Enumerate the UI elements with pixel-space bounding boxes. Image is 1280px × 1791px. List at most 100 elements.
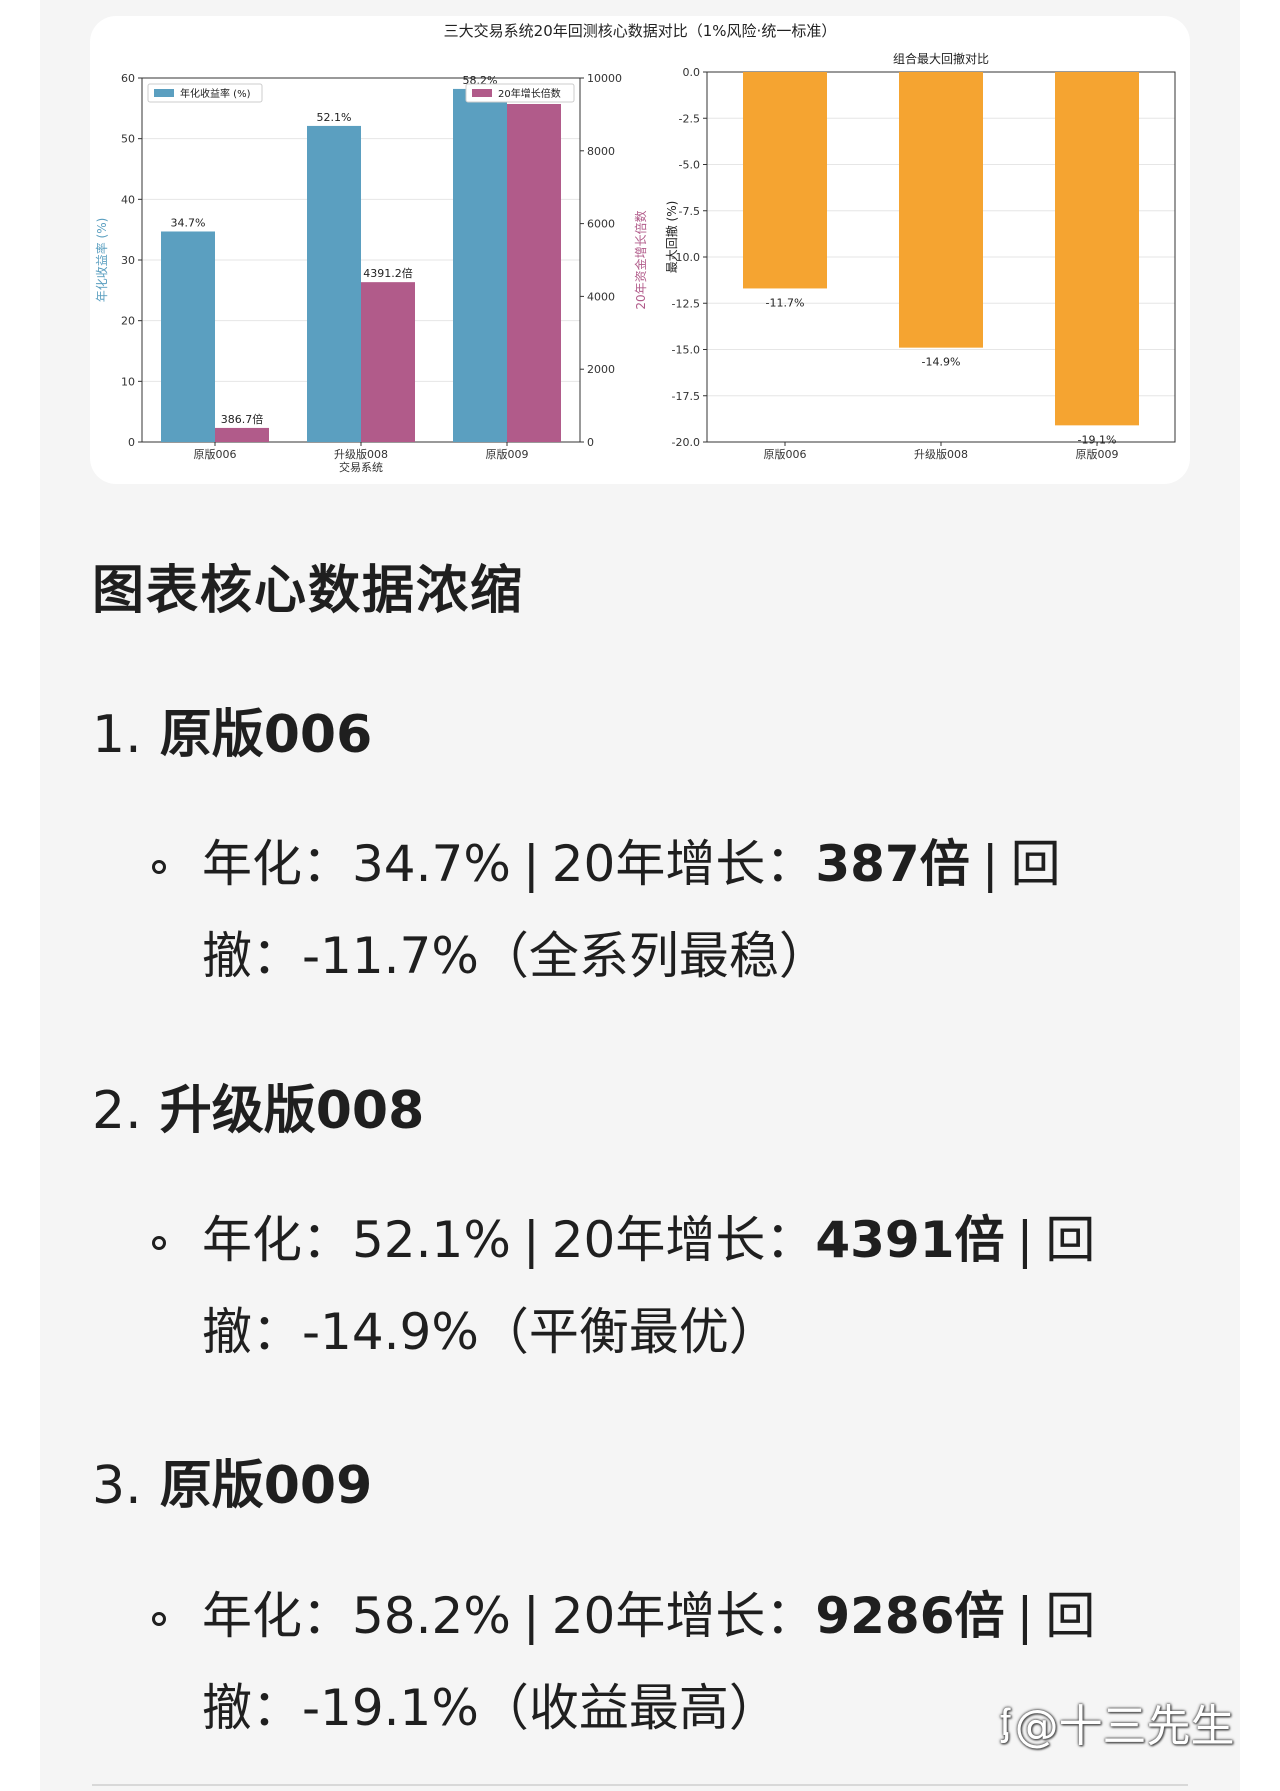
y-axis-label: 最大回撤 (%) — [664, 201, 679, 274]
drawdown-label: 回撤： — [202, 1587, 1096, 1737]
system-number: 1. — [92, 705, 142, 765]
y-tick-label: -7.5 — [679, 205, 700, 218]
separator: | — [1016, 1587, 1034, 1645]
y-tick-label: 20 — [121, 315, 135, 328]
drawdown-value: -19.1% — [302, 1679, 479, 1737]
data-label-growth: 4391.2倍 — [363, 266, 413, 280]
data-label-annual: 52.1% — [317, 111, 352, 124]
page-background: 三大交易系统20年回测核心数据对比（1%风险·统一标准） 0 10 20 30 40 50 6… — [40, 0, 1240, 1791]
y-tick-label: -20.0 — [672, 436, 700, 449]
bar-annual-return — [161, 231, 215, 442]
y-tick-label: -2.5 — [679, 112, 700, 125]
chart-card: 三大交易系统20年回测核心数据对比（1%风险·统一标准） 0 10 20 30 40 50 6… — [90, 16, 1190, 484]
subchart-title: 组合最大回撤对比 — [893, 51, 989, 66]
x-tick-label: 原版009 — [1076, 447, 1119, 461]
system-number: 2. — [92, 1081, 142, 1141]
separator: | — [522, 1211, 540, 1269]
separator: | — [522, 1587, 540, 1645]
system-note: （收益最高） — [478, 1679, 779, 1737]
system-title-3: 3. 原版009 — [92, 1443, 372, 1518]
x-axis-label: 交易系统 — [339, 460, 383, 474]
y-tick-label: 10 — [121, 375, 135, 388]
growth-label: 20年增长： — [551, 1211, 816, 1269]
legend-label-growth: 20年增长倍数 — [498, 87, 561, 100]
watermark: ᶂ @十三先生 — [1000, 1690, 1235, 1754]
annual-value: 52.1% — [352, 1211, 511, 1269]
annual-label: 年化： — [202, 1211, 352, 1269]
y-tick-label: 0 — [128, 436, 135, 449]
annual-label: 年化： — [202, 835, 352, 893]
x-tick-label: 升级版008 — [334, 447, 388, 461]
summary-heading: 图表核心数据浓缩 — [92, 561, 525, 621]
bar-annual-return — [307, 125, 361, 442]
system-note: （平衡最优） — [478, 1303, 779, 1361]
separator: | — [1016, 1211, 1034, 1269]
y-right-tick-label: 10000 — [587, 72, 622, 85]
bar-max-drawdown — [1055, 72, 1139, 426]
system-detail-text: 年化：52.1% | 20年增长：4391倍 | 回撤：-14.9%（平衡最优） — [202, 1194, 1202, 1378]
system-detail-text: 年化：58.2% | 20年增长：9286倍 | 回撤：-19.1%（收益最高） — [202, 1570, 1202, 1754]
y-tick-label: 30 — [121, 254, 135, 267]
bar-growth-multiple — [507, 103, 561, 443]
bar-annual-return — [453, 88, 507, 443]
y-right-axis-label: 20年资金增长倍数 — [633, 210, 648, 309]
y-tick-label: 0.0 — [683, 66, 701, 79]
bar-growth-multiple — [215, 427, 269, 442]
legend-box-right — [465, 83, 575, 103]
legend-box-left — [147, 83, 263, 103]
bar-max-drawdown — [743, 72, 827, 289]
chart-figure: 三大交易系统20年回测核心数据对比（1%风险·统一标准） 0 10 20 30 40 50 6… — [94, 22, 1176, 474]
x-tick-label: 原版006 — [764, 447, 807, 461]
legend-swatch-annual — [154, 89, 174, 97]
growth-label: 20年增长： — [551, 1587, 816, 1645]
growth-value: 9286倍 — [815, 1587, 1005, 1645]
chart-title: 三大交易系统20年回测核心数据对比（1%风险·统一标准） — [444, 22, 837, 40]
data-label-annual: 34.7% — [171, 216, 206, 229]
growth-value: 387倍 — [815, 835, 970, 893]
y-tick-label: -17.5 — [672, 390, 700, 403]
y-tick-label: -15.0 — [672, 344, 700, 357]
y-tick-label: -10.0 — [672, 251, 700, 264]
separator: | — [981, 835, 999, 893]
y-axis-label: 年化收益率 (%) — [94, 218, 109, 303]
bullet-circle-icon — [152, 1612, 166, 1626]
zhihu-logo-icon: ᶂ — [1000, 1699, 1011, 1744]
system-name: 升级版008 — [159, 1081, 425, 1141]
y-right-tick-label: 0 — [587, 436, 594, 449]
legend-swatch-growth — [472, 89, 492, 97]
system-detail-text: 年化：34.7% | 20年增长：387倍 | 回撤：-11.7%（全系列最稳） — [202, 818, 1202, 1002]
system-title-1: 1. 原版006 — [92, 692, 372, 767]
annual-label: 年化： — [202, 1587, 352, 1645]
y-tick-label: 50 — [121, 133, 135, 146]
bullet-circle-icon — [152, 860, 166, 874]
annual-value: 34.7% — [352, 835, 511, 893]
legend-label-annual: 年化收益率 (%) — [180, 87, 251, 100]
y-right-tick-label: 8000 — [587, 145, 615, 158]
data-label-drawdown: -19.1% — [1078, 433, 1117, 446]
x-tick-label: 原版009 — [486, 447, 529, 461]
separator: | — [522, 835, 540, 893]
growth-value: 4391倍 — [815, 1211, 1005, 1269]
y-tick-label: -12.5 — [672, 297, 700, 310]
data-label-drawdown: -11.7% — [766, 296, 805, 309]
data-label-growth: 386.7倍 — [221, 412, 264, 426]
y-right-tick-label: 4000 — [587, 290, 615, 303]
bar-max-drawdown — [899, 72, 983, 348]
system-name: 原版009 — [159, 1456, 373, 1516]
system-number: 3. — [92, 1456, 142, 1516]
growth-label: 20年增长： — [551, 835, 816, 893]
system-name: 原版006 — [159, 705, 373, 765]
y-tick-label: 40 — [121, 193, 135, 206]
y-right-tick-label: 6000 — [587, 218, 615, 231]
bar-growth-multiple — [361, 282, 415, 442]
bullet-circle-icon — [152, 1236, 166, 1250]
x-tick-label: 原版006 — [194, 447, 237, 461]
y-right-tick-label: 2000 — [587, 363, 615, 376]
watermark-text: @十三先生 — [1014, 1701, 1235, 1752]
system-note: （全系列最稳） — [478, 927, 829, 985]
annual-value: 58.2% — [352, 1587, 511, 1645]
divider — [92, 1784, 1188, 1786]
system-title-2: 2. 升级版008 — [92, 1068, 424, 1143]
drawdown-value: -14.9% — [302, 1303, 479, 1361]
drawdown-label: 回撤： — [202, 1211, 1096, 1361]
